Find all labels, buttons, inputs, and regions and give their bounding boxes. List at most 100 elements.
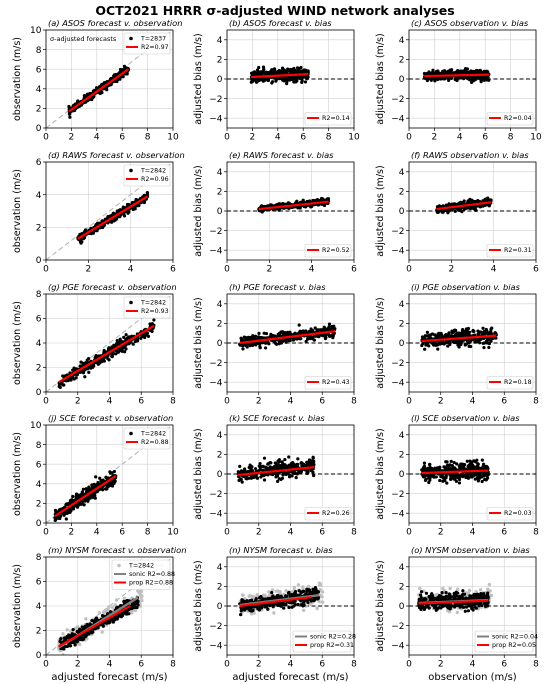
y-tick-label: 2 [217, 451, 223, 461]
data-point [473, 340, 477, 344]
data-point [268, 465, 272, 469]
data-point [245, 477, 249, 481]
data-point [261, 65, 266, 69]
data-point [281, 333, 285, 338]
y-tick-label: 8 [36, 290, 42, 300]
data-point [68, 508, 73, 512]
y-axis-label: adjusted bias (m/s) [375, 33, 386, 124]
data-point [253, 342, 257, 346]
axes-frame [45, 424, 174, 524]
data-point [476, 332, 481, 336]
x-tick-label: 4 [470, 397, 476, 407]
data-point [447, 78, 451, 82]
data-point [291, 76, 295, 81]
data-point [116, 350, 120, 354]
data-point [462, 70, 466, 75]
y-tick-label: 0 [217, 75, 223, 85]
data-point [425, 473, 429, 478]
x-tick-label: 8 [533, 397, 539, 407]
data-point [475, 473, 480, 477]
legend-marker [129, 300, 133, 305]
data-point [91, 89, 95, 93]
data-point [421, 465, 426, 470]
fit-line [58, 324, 155, 384]
data-point [469, 69, 473, 74]
data-point [115, 79, 119, 84]
data-point [452, 460, 456, 465]
data-point [120, 349, 124, 353]
x-tick-label: 4 [275, 133, 281, 143]
data-point [284, 338, 289, 343]
data-point [258, 340, 262, 345]
data-point [450, 463, 454, 468]
x-tick-label: 6 [119, 528, 125, 538]
data-point [475, 458, 479, 462]
data-point [295, 199, 299, 203]
x-tick-label: 6 [351, 265, 357, 275]
data-point [85, 358, 89, 362]
data-point [249, 341, 254, 346]
data-point [471, 329, 475, 333]
data-point [286, 201, 290, 205]
data-point [272, 465, 277, 469]
data-point [110, 220, 114, 224]
data-point [136, 339, 140, 343]
data-point [467, 77, 471, 81]
data-point [64, 517, 68, 521]
data-point [253, 467, 258, 471]
data-point [308, 335, 312, 340]
data-point [131, 342, 135, 346]
data-point [262, 478, 267, 482]
data-point [313, 326, 317, 330]
legend-box [123, 427, 171, 450]
y-tick-label: 2 [399, 56, 405, 66]
data-point [445, 340, 449, 344]
x-tick-label: 2 [266, 265, 272, 275]
data-point [264, 331, 269, 336]
legend-box [486, 376, 534, 390]
legend: R2=0.31 [486, 244, 534, 258]
legend-marker [129, 431, 133, 436]
data-point [304, 339, 308, 344]
data-point [266, 462, 270, 466]
x-tick-label: 0 [224, 528, 230, 538]
data-point [266, 78, 270, 82]
legend-label: R2=0.88 [141, 439, 169, 446]
data-point [101, 478, 105, 482]
data-point [281, 78, 285, 82]
y-tick-label: 0 [399, 207, 405, 217]
x-tick-label: 10 [167, 528, 179, 538]
data-point [261, 464, 265, 468]
data-point [423, 478, 428, 483]
legend-label: R2=0.97 [141, 44, 169, 51]
fit-line [251, 73, 309, 79]
y-tick-label: 4 [399, 36, 405, 46]
data-point [305, 337, 310, 341]
y-axis-label: observation (m/s) [12, 432, 23, 516]
data-point [309, 329, 313, 334]
data-point [275, 463, 279, 467]
data-point [110, 354, 114, 358]
data-point [258, 464, 262, 469]
x-tick-label: 2 [256, 528, 262, 538]
data-point [467, 330, 472, 334]
data-point [75, 373, 79, 377]
x-tick-label: 0 [43, 133, 49, 143]
data-point [312, 338, 316, 342]
x-tick-label: 8 [145, 528, 151, 538]
data-point [112, 469, 117, 474]
legend-label: R2=0.26 [322, 510, 350, 517]
data-point [299, 200, 303, 204]
y-tick-label: 0 [36, 388, 42, 398]
y-tick-label: 2 [36, 105, 42, 115]
data-point [280, 66, 285, 70]
data-point [433, 79, 437, 83]
y-tick-label: 10 [30, 421, 42, 431]
data-point [436, 347, 440, 351]
data-point [322, 325, 326, 329]
panel-title: (c) ASOS observation v. bias [411, 18, 529, 28]
data-point [277, 460, 281, 464]
